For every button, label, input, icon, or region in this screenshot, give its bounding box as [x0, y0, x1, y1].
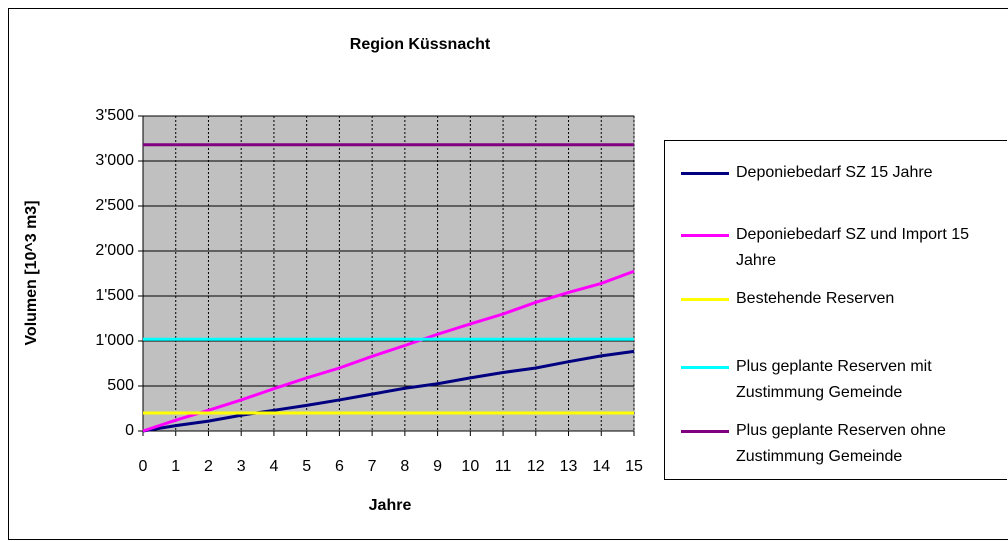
legend-swatch — [681, 233, 729, 237]
legend-label: Deponiebedarf SZ und Import 15 Jahre — [736, 226, 970, 269]
x-tick-label: 3 — [237, 458, 246, 475]
x-tick-label: 14 — [592, 458, 610, 475]
x-tick-label: 2 — [204, 458, 213, 475]
legend-swatch — [681, 171, 729, 175]
legend-entry: Plus geplante Reserven mit Zustimmung Ge… — [681, 354, 1008, 406]
legend-label: Deponiebedarf SZ 15 Jahre — [736, 164, 933, 181]
y-tick-label: 2'500 — [95, 197, 134, 214]
legend-label: Plus geplante Reserven ohne Zustimmung G… — [736, 422, 946, 465]
y-tick-label: 1'000 — [95, 332, 134, 349]
x-tick-label: 13 — [560, 458, 578, 475]
x-tick-label: 4 — [269, 458, 278, 475]
y-axis-label: Volumen [10^3 m3] — [23, 200, 40, 345]
y-tick-label: 500 — [107, 377, 134, 394]
legend: Deponiebedarf SZ 15 Jahre Deponiebedarf S… — [664, 140, 1007, 480]
legend-entry: Bestehende Reserven — [681, 286, 1008, 312]
legend-swatch — [681, 365, 729, 369]
series-line — [142, 349, 635, 433]
x-tick-label: 12 — [527, 458, 545, 475]
x-tick-label: 1 — [171, 458, 180, 475]
y-tick-label: 3'000 — [95, 152, 134, 169]
series-line — [142, 269, 635, 433]
legend-entry: Deponiebedarf SZ 15 Jahre — [681, 160, 1008, 186]
y-tick-label: 3'500 — [95, 107, 134, 124]
plot-area — [142, 115, 635, 432]
legend-swatch — [681, 429, 729, 433]
legend-label: Plus geplante Reserven mit Zustimmung Ge… — [736, 358, 932, 401]
x-tick-label: 11 — [495, 458, 512, 475]
y-tick-label: 0 — [125, 422, 134, 439]
legend-entry: Deponiebedarf SZ und Import 15 Jahre — [681, 222, 1008, 274]
x-tick-label: 15 — [625, 458, 643, 475]
x-tick-label: 5 — [302, 458, 311, 475]
y-tick-label: 1'500 — [95, 287, 134, 304]
chart-title: Region Küssnacht — [350, 36, 491, 53]
x-tick-label: 0 — [139, 458, 148, 475]
legend-entry: Plus geplante Reserven ohne Zustimmung G… — [681, 418, 1008, 470]
x-tick-label: 10 — [461, 458, 479, 475]
x-tick-label: 9 — [433, 458, 442, 475]
x-tick-label: 6 — [335, 458, 344, 475]
x-tick-label: 8 — [400, 458, 409, 475]
x-tick-label: 7 — [368, 458, 377, 475]
legend-label: Bestehende Reserven — [736, 290, 895, 307]
y-tick-label: 2'000 — [95, 242, 134, 259]
legend-swatch — [681, 297, 729, 301]
x-axis-label: Jahre — [369, 497, 412, 514]
